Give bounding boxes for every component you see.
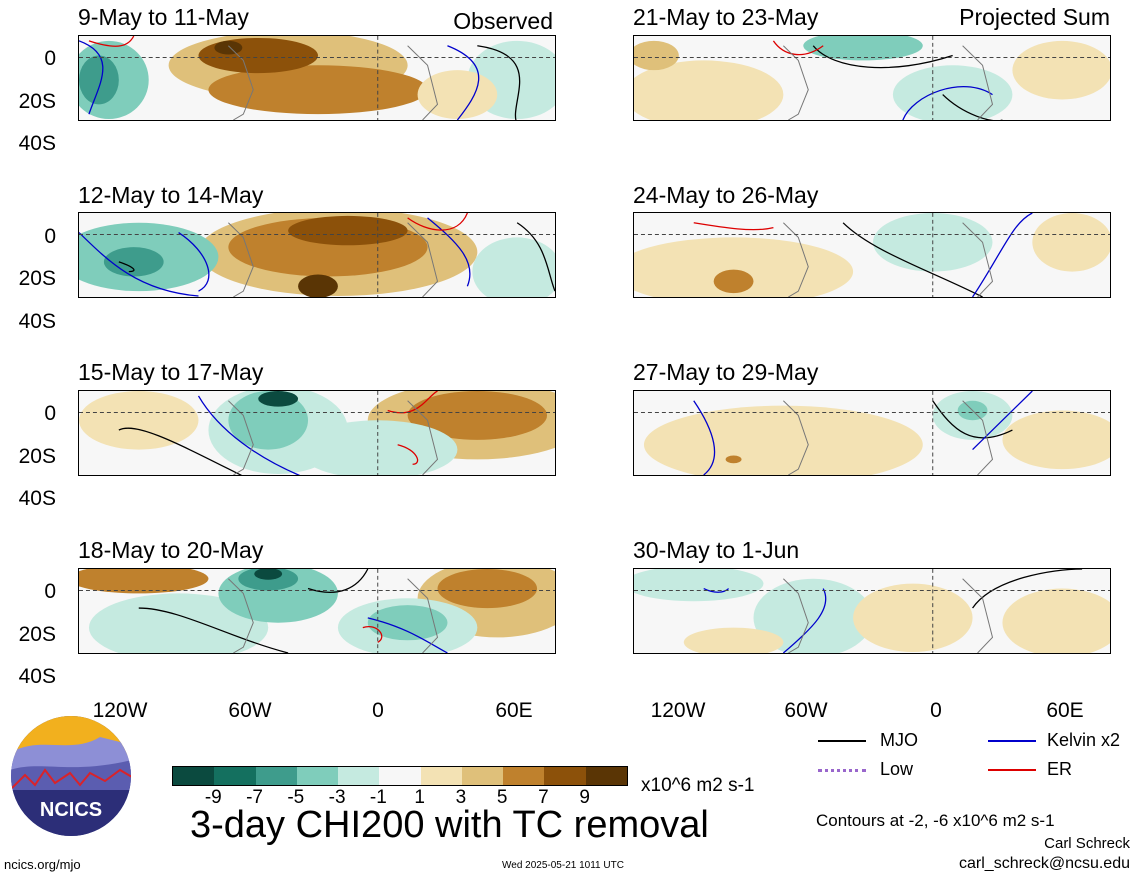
colorbar-tick-label: -9: [204, 787, 222, 808]
ncics-logo: NCICS: [10, 715, 132, 837]
lon-label-60e-right: 60E: [1046, 699, 1084, 722]
colorbar-tick-label: -5: [287, 787, 305, 808]
panel-title-r3: 27-May to 29-May: [633, 359, 819, 385]
legend-kelvin-line: [988, 740, 1036, 742]
panel-title-l4: 18-May to 20-May: [78, 537, 264, 563]
colorbar-tick-label: 9: [579, 787, 590, 808]
author-email: carl_schreck@ncsu.edu: [959, 855, 1130, 872]
lon-label-120w-right: 120W: [650, 699, 706, 722]
panel-title-l2: 12-May to 14-May: [78, 182, 264, 208]
lat-label-40s: 40S: [18, 132, 56, 155]
colorbar-tick-label: -7: [246, 787, 263, 808]
panel-tag-observed: Observed: [453, 8, 553, 34]
lon-label-60w-right: 60W: [784, 699, 828, 722]
map-panel-l2: [78, 212, 556, 298]
lat-label-40s-r4: 40S: [18, 665, 56, 688]
lon-label-60w-left: 60W: [228, 699, 272, 722]
timestamp: Wed 2025-05-21 1011 UTC: [502, 860, 624, 871]
author-credit: Carl Schreck: [1044, 835, 1130, 852]
colorbar-tick-label: 3: [455, 787, 467, 808]
panel-title-l1: 9-May to 11-May: [78, 4, 249, 30]
map-panel-l3: [78, 390, 556, 476]
map-panel-r3: [633, 390, 1111, 476]
lat-label-0-r2: 0: [44, 225, 56, 248]
colorbar-cell: [461, 767, 504, 785]
lat-label-0: 0: [44, 47, 56, 70]
map-panel-r2: [633, 212, 1111, 298]
colorbar-cell: [503, 767, 545, 785]
colorbar-tick-label: 5: [496, 787, 508, 808]
legend-er-label: ER: [1047, 759, 1073, 779]
colorbar: [172, 766, 628, 786]
lat-label-0-r4: 0: [44, 580, 56, 603]
lat-label-20s-r4: 20S: [18, 623, 56, 646]
colorbar-cell: [296, 767, 339, 785]
contour-note: Contours at -2, -6 x10^6 m2 s-1: [816, 811, 1055, 830]
lon-label-60e-left: 60E: [495, 699, 533, 722]
colorbar-cell: [173, 767, 215, 785]
logo-text: NCICS: [40, 799, 102, 821]
panel-title-r4: 30-May to 1-Jun: [633, 537, 800, 563]
legend-er-line: [988, 769, 1036, 771]
legend-mjo-label: MJO: [880, 730, 918, 750]
lon-label-120w-left: 120W: [92, 699, 148, 722]
legend-low-line: [818, 769, 866, 772]
colorbar-cell: [379, 767, 422, 785]
colorbar-cell: [255, 767, 298, 785]
map-panel-l1: [78, 35, 556, 121]
lat-label-20s-r3: 20S: [18, 445, 56, 468]
colorbar-cell: [585, 767, 628, 785]
legend-kelvin-label: Kelvin x2: [1047, 730, 1121, 750]
legend-mjo-line: [818, 740, 866, 742]
map-panel-r4: [633, 568, 1111, 654]
lat-label-40s-r2: 40S: [18, 310, 56, 333]
colorbar-ticks: -9 -7 -5 -3 -1 1 3 5 7 9: [172, 786, 628, 808]
colorbar-tick-label: -1: [369, 787, 387, 808]
colorbar-units: x10^6 m2 s-1: [641, 775, 755, 796]
colorbar-cell: [420, 767, 463, 785]
panel-title-r2: 24-May to 26-May: [633, 182, 819, 208]
colorbar-cell: [544, 767, 587, 785]
lat-label-20s-r2: 20S: [18, 267, 56, 290]
lon-label-0-left: 0: [372, 699, 384, 722]
panel-title-r1: 21-May to 23-May: [633, 4, 819, 30]
map-panel-l4: [78, 568, 556, 654]
colorbar-cell: [338, 767, 380, 785]
colorbar-cell: [214, 767, 257, 785]
website-link[interactable]: ncics.org/mjo: [4, 857, 81, 872]
colorbar-tick-label: 1: [414, 787, 425, 808]
map-panel-r1: [633, 35, 1111, 121]
legend-low-label: Low: [880, 759, 914, 779]
panel-tag-projected: Projected Sum: [959, 4, 1110, 30]
lat-label-0-r3: 0: [44, 402, 56, 425]
colorbar-tick-label: -3: [328, 787, 346, 808]
lon-label-0-right: 0: [930, 699, 942, 722]
panel-title-l3: 15-May to 17-May: [78, 359, 264, 385]
colorbar-tick-label: 7: [538, 787, 549, 808]
lat-label-20s: 20S: [18, 90, 56, 113]
figure-title: 3-day CHI200 with TC removal: [190, 804, 709, 846]
lat-label-40s-r3: 40S: [18, 487, 56, 510]
